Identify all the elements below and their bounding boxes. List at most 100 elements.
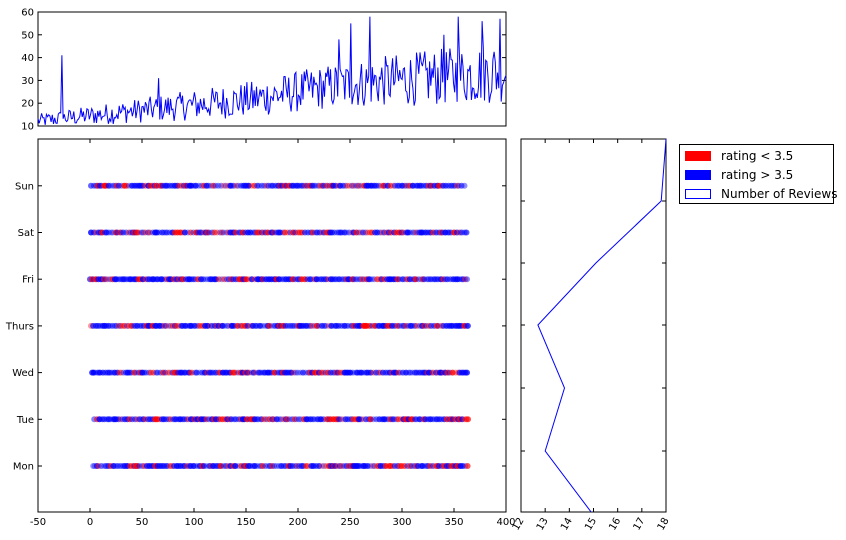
- scatter-point-low-rating: [318, 463, 325, 469]
- scatter-point-low-rating: [359, 276, 366, 283]
- scatter-point-high-rating: [367, 369, 374, 376]
- scatter-point-high-rating: [106, 369, 113, 376]
- reviews-x-tick-label: 16: [607, 516, 623, 533]
- scatter-point-high-rating: [414, 463, 421, 469]
- legend-swatch-reviews: [685, 189, 711, 199]
- legend-item-reviews: Number of Reviews: [685, 185, 837, 203]
- scatter-point-low-rating: [394, 276, 401, 283]
- scatter-point-low-rating: [121, 322, 128, 329]
- scatter-point-high-rating: [93, 463, 100, 469]
- scatter-point-low-rating: [407, 463, 413, 469]
- scatter-point-high-rating: [323, 322, 329, 329]
- scatter-point-low-rating: [123, 182, 130, 189]
- scatter-point-low-rating: [135, 229, 142, 236]
- reviews-axes-frame: [520, 138, 667, 513]
- scatter-point-high-rating: [136, 463, 143, 469]
- scatter-point-high-rating: [181, 229, 188, 236]
- scatter-point-high-rating: [230, 182, 237, 189]
- scatter-point-high-rating: [215, 182, 222, 189]
- scatter-point-low-rating: [367, 416, 374, 423]
- reviews-line: [537, 138, 667, 513]
- scatter-point-high-rating: [307, 322, 314, 329]
- scatter-point-low-rating: [309, 229, 316, 236]
- scatter-point-low-rating: [104, 276, 111, 283]
- scatter-point-low-rating: [382, 463, 389, 469]
- scatter-point-high-rating: [337, 416, 344, 423]
- scatter-point-high-rating: [107, 182, 114, 189]
- scatter-point-high-rating: [113, 322, 120, 329]
- scatter-point-high-rating: [259, 322, 266, 329]
- scatter-point-low-rating: [289, 276, 296, 283]
- scatter-point-low-rating: [387, 182, 394, 189]
- scatter-point-low-rating: [403, 322, 409, 329]
- scatter-point-low-rating: [318, 369, 325, 376]
- daily-count-y-tick-label: 10: [21, 122, 34, 133]
- scatter-point-low-rating: [211, 229, 218, 236]
- scatter-point-high-rating: [458, 182, 465, 189]
- scatter-point-high-rating: [163, 416, 170, 423]
- scatter-point-high-rating: [277, 276, 284, 283]
- scatter-point-high-rating: [275, 416, 282, 423]
- scatter-point-high-rating: [421, 276, 428, 283]
- scatter-point-low-rating: [173, 322, 180, 329]
- scatter-point-high-rating: [293, 416, 300, 423]
- scatter-point-high-rating: [292, 369, 299, 376]
- scatter-point-high-rating: [252, 322, 259, 329]
- scatter-point-low-rating: [243, 276, 250, 283]
- scatter-point-low-rating: [346, 182, 353, 189]
- scatter-point-low-rating: [221, 182, 227, 189]
- scatter-point-high-rating: [195, 182, 202, 189]
- scatter-point-high-rating: [105, 416, 112, 423]
- scatter-point-high-rating: [313, 276, 320, 283]
- scatter-point-high-rating: [332, 463, 339, 469]
- scatter-point-high-rating: [347, 369, 354, 376]
- scatter-points: [87, 182, 471, 469]
- scatter-point-low-rating: [395, 369, 402, 376]
- scatter-point-high-rating: [415, 276, 422, 283]
- scatter-point-low-rating: [444, 369, 451, 376]
- scatter-point-low-rating: [395, 416, 402, 423]
- scatter-point-high-rating: [192, 463, 198, 469]
- scatter-point-high-rating: [342, 182, 349, 189]
- reviews-x-tick-label: 17: [632, 516, 648, 533]
- scatter-point-high-rating: [426, 369, 432, 376]
- scatter-point-high-rating: [446, 229, 453, 236]
- scatter-point-low-rating: [303, 463, 310, 469]
- scatter-point-high-rating: [375, 182, 382, 189]
- scatter-point-low-rating: [150, 369, 157, 376]
- scatter-point-high-rating: [377, 229, 383, 236]
- scatter-point-low-rating: [284, 416, 291, 423]
- scatter-point-high-rating: [412, 416, 419, 423]
- scatter-point-high-rating: [390, 416, 397, 423]
- scatter-point-high-rating: [124, 322, 130, 329]
- scatter-point-low-rating: [372, 322, 378, 329]
- scatter-point-high-rating: [459, 229, 466, 236]
- scatter-point-high-rating: [115, 182, 122, 189]
- scatter-point-high-rating: [105, 182, 112, 189]
- scatter-point-high-rating: [356, 322, 363, 329]
- scatter-point-low-rating: [350, 182, 357, 189]
- scatter-point-high-rating: [356, 463, 363, 469]
- reviews-panel: 12 13 14 15 16 17 18: [511, 138, 672, 533]
- scatter-point-low-rating: [356, 182, 362, 189]
- scatter-point-low-rating: [412, 276, 419, 283]
- scatter-point-high-rating: [123, 229, 130, 236]
- scatter-point-high-rating: [98, 463, 105, 469]
- scatter-point-high-rating: [409, 182, 416, 189]
- scatter-y-tick-label: Sat: [18, 228, 34, 239]
- scatter-point-high-rating: [332, 182, 339, 189]
- scatter-point-high-rating: [110, 463, 117, 469]
- scatter-point-high-rating: [132, 416, 139, 423]
- scatter-point-high-rating: [258, 182, 265, 189]
- scatter-x-tick-label: 150: [236, 517, 255, 528]
- legend-label-low-rating: rating < 3.5: [721, 149, 794, 163]
- scatter-point-high-rating: [411, 229, 418, 236]
- scatter-point-high-rating: [288, 369, 295, 376]
- scatter-x-tick-label: 400: [496, 517, 515, 528]
- scatter-point-low-rating: [131, 369, 138, 376]
- scatter-point-high-rating: [401, 182, 408, 189]
- scatter-point-high-rating: [159, 229, 166, 236]
- scatter-point-high-rating: [310, 416, 316, 423]
- daily-count-axes-frame: [37, 11, 507, 127]
